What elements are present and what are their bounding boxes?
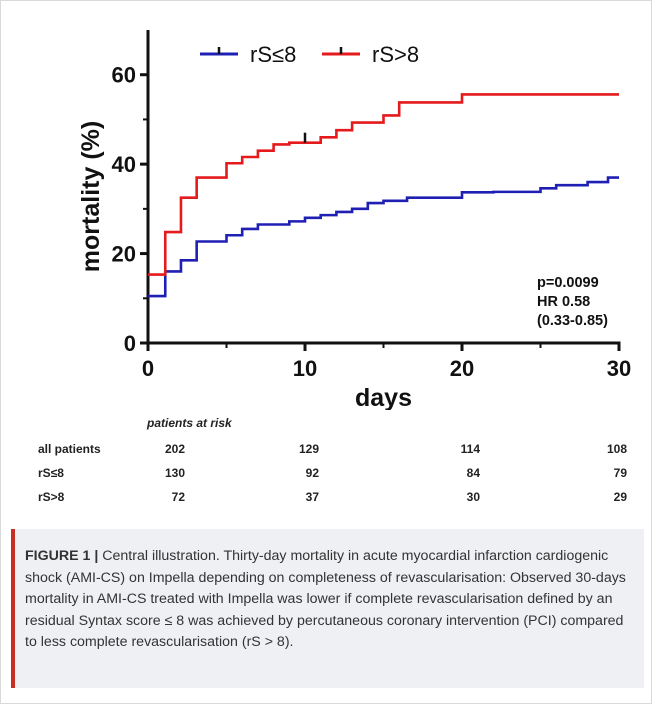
- risk-row-value: 29: [613, 490, 627, 504]
- series-line-rs-le-8: [148, 176, 619, 298]
- chart-legend: rS≤8 rS>8: [200, 42, 419, 67]
- risk-row-label: rS>8: [38, 490, 65, 504]
- risk-row-label: all patients: [38, 442, 101, 456]
- risk-row-value: 114: [460, 442, 480, 456]
- y-axis-label: mortality (%): [77, 121, 105, 272]
- stat-annotation-line: HR 0.58: [537, 294, 590, 310]
- y-tick-label: 60: [112, 63, 136, 88]
- caption-body: Central illustration. Thirty-day mortali…: [25, 548, 626, 650]
- x-tick-label: 10: [293, 356, 317, 381]
- stat-annotation-line: (0.33-0.85): [537, 313, 608, 329]
- stat-annotation-line: p=0.0099: [537, 275, 599, 291]
- x-axis-label: days: [355, 384, 412, 410]
- risk-row-value: 130: [164, 466, 185, 480]
- risk-row-value: 92: [305, 466, 319, 480]
- y-tick-label: 0: [124, 331, 136, 356]
- legend-label: rS≤8: [250, 42, 296, 67]
- risk-row-label: rS≤8: [38, 466, 64, 480]
- x-tick-label: 0: [142, 356, 154, 381]
- chart-annotation: p=0.0099 HR 0.58 (0.33-0.85): [537, 275, 608, 329]
- risk-table-row: rS≤8 130 92 84 79: [0, 466, 652, 486]
- figure-caption: FIGURE 1 | Central illustration. Thirty-…: [11, 529, 644, 688]
- y-tick-label: 20: [112, 242, 136, 267]
- chart-series: [148, 93, 619, 298]
- risk-row-value: 108: [606, 442, 627, 456]
- x-tick-label: 20: [450, 356, 474, 381]
- chart-axes: 0 20 40 60 0 10 20 30 days mortality (%): [77, 30, 631, 410]
- risk-row-value: 79: [613, 466, 627, 480]
- risk-table-row: rS>8 72 37 30 29: [0, 490, 652, 510]
- risk-row-value: 84: [466, 466, 480, 480]
- risk-table-title: patients at risk: [147, 416, 232, 430]
- x-tick-label: 30: [607, 356, 631, 381]
- y-tick-label: 40: [112, 152, 136, 177]
- caption-text: FIGURE 1 | Central illustration. Thirty-…: [25, 546, 635, 654]
- series-line-rs-gt-8: [148, 93, 619, 276]
- risk-row-value: 30: [466, 490, 480, 504]
- caption-label: FIGURE 1 |: [25, 548, 99, 564]
- risk-row-value: 72: [171, 490, 185, 504]
- risk-row-value: 129: [298, 442, 319, 456]
- risk-row-value: 202: [164, 442, 185, 456]
- risk-row-value: 37: [305, 490, 319, 504]
- kaplan-meier-chart: 0 20 40 60 0 10 20 30 days mortality (%) rS≤8 rS>8…: [77, 30, 631, 410]
- legend-label: rS>8: [372, 42, 419, 67]
- risk-table-row: all patients 202 129 114 108: [0, 442, 652, 462]
